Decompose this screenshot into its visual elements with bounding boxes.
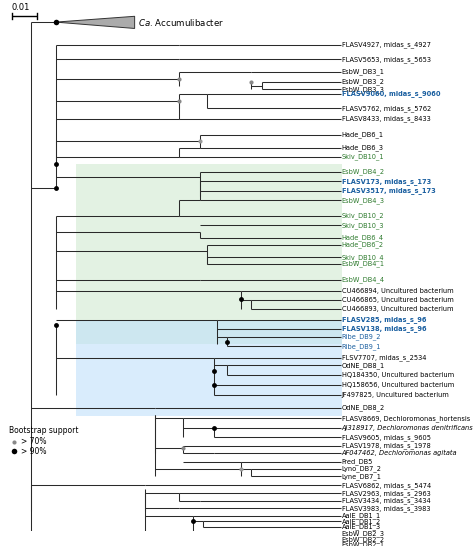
Text: FLASV3983, midas_s_3983: FLASV3983, midas_s_3983 [342,505,430,512]
Text: Lyno_DB7_2: Lyno_DB7_2 [342,466,382,472]
Text: Fred_DB5: Fred_DB5 [342,458,373,465]
Text: Ribe_DB9_1: Ribe_DB9_1 [342,343,381,349]
Text: FLASV3434, midas_s_3434: FLASV3434, midas_s_3434 [342,497,430,504]
Text: EsbW_DB2_3: EsbW_DB2_3 [342,531,385,537]
Text: EsbW_DB2_2: EsbW_DB2_2 [342,536,385,543]
Text: Bootstrap support: Bootstrap support [9,426,79,435]
Text: Skiv_DB10_3: Skiv_DB10_3 [342,222,384,229]
Text: EsbW_DB3_3: EsbW_DB3_3 [342,86,384,93]
Text: FLASV8433, midas_s_8433: FLASV8433, midas_s_8433 [342,116,430,122]
Text: Hade_DB6_2: Hade_DB6_2 [342,241,384,248]
Text: 0.01: 0.01 [12,3,30,11]
Text: CU466865, Uncultured bacterium: CU466865, Uncultured bacterium [342,297,454,303]
Polygon shape [55,16,135,28]
Text: OdNE_DB8_2: OdNE_DB8_2 [342,404,385,411]
Text: FLASV138, midas_s_96: FLASV138, midas_s_96 [342,325,426,333]
Text: Hade_DB6_4: Hade_DB6_4 [342,235,384,241]
Text: AF047462, Dechloromonas agitata: AF047462, Dechloromonas agitata [342,450,457,456]
Text: FLASV4927, midas_s_4927: FLASV4927, midas_s_4927 [342,41,431,48]
Text: FLASV1978, midas_s_1978: FLASV1978, midas_s_1978 [342,442,430,449]
Text: OdNE_DB8_1: OdNE_DB8_1 [342,362,385,369]
Text: FLASV285, midas_s_96: FLASV285, midas_s_96 [342,316,426,323]
Text: AalE_DB1_2: AalE_DB1_2 [342,518,381,525]
Text: Skiv_DB10_1: Skiv_DB10_1 [342,153,384,161]
Text: Skiv_DB10_2: Skiv_DB10_2 [342,212,384,219]
Text: EsbW_DB4_2: EsbW_DB4_2 [342,168,385,175]
Text: Ribe_DB9_2: Ribe_DB9_2 [342,334,381,340]
Text: EsbW_DB4_1: EsbW_DB4_1 [342,260,385,267]
Text: $\it{Ca}$. Accumulibacter: $\it{Ca}$. Accumulibacter [138,16,224,28]
Text: > 70%: > 70% [21,437,47,446]
Text: EsbW_DB4_4: EsbW_DB4_4 [342,276,385,283]
Bar [76,320,342,416]
Text: CU466894, Uncultured bacterium: CU466894, Uncultured bacterium [342,288,453,294]
Text: > 90%: > 90% [21,447,47,455]
Text: FLASV5762, midas_s_5762: FLASV5762, midas_s_5762 [342,105,431,112]
Text: FLASV6862, midas_s_5474: FLASV6862, midas_s_5474 [342,482,431,489]
Text: EsbW_DB4_3: EsbW_DB4_3 [342,197,385,204]
Text: Hade_DB6_3: Hade_DB6_3 [342,145,384,151]
Text: FLSV7707, midas_s_2534: FLSV7707, midas_s_2534 [342,354,426,361]
Text: AalE_DB1_1: AalE_DB1_1 [342,512,381,519]
Text: FLASV3517, midas_s_173: FLASV3517, midas_s_173 [342,187,436,194]
Text: AJ318917, Dechloromonas denitrificans: AJ318917, Dechloromonas denitrificans [342,425,474,431]
Text: Hade_DB6_1: Hade_DB6_1 [342,132,384,138]
Text: EsbW_DB3_2: EsbW_DB3_2 [342,79,385,85]
Text: FLASV2963, midas_s_2963: FLASV2963, midas_s_2963 [342,490,430,497]
Text: FLASV9060, midas_s_9060: FLASV9060, midas_s_9060 [342,90,440,97]
Text: FLASV9605, midas_s_9605: FLASV9605, midas_s_9605 [342,434,431,441]
Text: CU466893, Uncultured bacterium: CU466893, Uncultured bacterium [342,306,453,312]
Text: FLASV173, midas_s_173: FLASV173, midas_s_173 [342,178,431,185]
Text: JF497825, Uncultured bacterium: JF497825, Uncultured bacterium [342,392,449,398]
Text: EsbW_DB2_1: EsbW_DB2_1 [342,541,385,546]
Text: HQ158656, Uncultured bacterium: HQ158656, Uncultured bacterium [342,382,454,388]
Text: HQ184350, Uncultured bacterium: HQ184350, Uncultured bacterium [342,372,454,378]
Text: AalE_DB1_3: AalE_DB1_3 [342,523,381,530]
Text: FLASV8669, Dechloromonas_hortensis: FLASV8669, Dechloromonas_hortensis [342,415,470,422]
Text: FLASV5653, midas_s_5653: FLASV5653, midas_s_5653 [342,56,431,62]
Text: EsbW_DB3_1: EsbW_DB3_1 [342,68,384,75]
Bar [76,164,342,343]
Text: Skiv_DB10_4: Skiv_DB10_4 [342,254,384,261]
Text: Lyne_DB7_1: Lyne_DB7_1 [342,473,382,480]
